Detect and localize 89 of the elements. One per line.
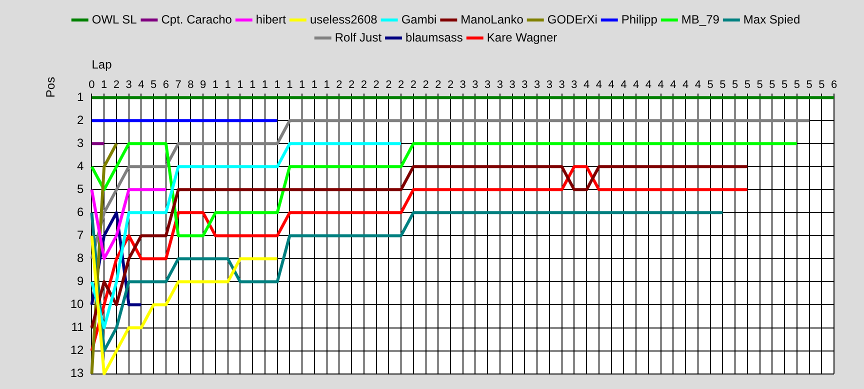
legend-label: ManoLanko — [460, 12, 524, 26]
x-tick-label: 2 — [113, 79, 120, 92]
x-tick-label: 1 — [250, 79, 256, 92]
x-tick-label: 5 — [150, 79, 157, 92]
x-tick-label: 1 — [237, 79, 244, 92]
x-tick-label: 3 — [534, 79, 540, 92]
x-tick-label: 1 — [311, 79, 318, 92]
y-tick-label: 7 — [77, 228, 84, 242]
x-tick-label: 4 — [584, 79, 590, 92]
x-tick-label: 2 — [447, 79, 454, 92]
legend-label: Max Spied — [743, 12, 800, 26]
x-tick-label: 6 — [830, 79, 838, 92]
x-tick-label: 3 — [546, 79, 553, 92]
y-tick-label: 12 — [70, 343, 84, 358]
x-tick-label: 5 — [744, 79, 750, 92]
x-tick-label: 4 — [608, 79, 614, 92]
y-tick-label: 1 — [77, 90, 84, 104]
x-tick-label: 4 — [682, 79, 689, 92]
x-tick-label: 2 — [435, 79, 442, 92]
y-axis-title: Pos — [44, 76, 58, 98]
x-tick-label: 3 — [126, 79, 132, 92]
legend-label: GODErXi — [547, 12, 598, 26]
x-tick-label: 2 — [398, 79, 404, 92]
x-tick-label: 2 — [360, 79, 367, 92]
x-tick-label: 5 — [707, 79, 714, 92]
x-tick-label: 4 — [138, 79, 144, 92]
y-tick-label: 6 — [77, 204, 84, 219]
x-tick-label: 8 — [188, 79, 194, 92]
x-tick-label: 1 — [101, 79, 108, 92]
x-tick-label: 2 — [386, 79, 392, 92]
legend-label: Rolf Just — [334, 30, 382, 44]
x-tick-label: 7 — [175, 79, 182, 92]
x-tick-label: 2 — [336, 79, 342, 92]
x-tick-label: 2 — [373, 79, 380, 92]
y-tick-label: 4 — [77, 158, 84, 173]
y-tick-label: 5 — [77, 182, 84, 196]
x-tick-label: 5 — [818, 79, 825, 92]
x-tick-label: 2 — [422, 79, 429, 92]
x-tick-label: 3 — [571, 79, 578, 92]
x-tick-label: 5 — [781, 79, 788, 92]
x-tick-label: 4 — [620, 79, 627, 92]
legend-label: Cpt. Caracho — [161, 12, 232, 26]
x-tick-label: 1 — [324, 79, 330, 92]
x-tick-label: 3 — [460, 79, 466, 92]
x-tick-label: 0 — [88, 79, 95, 92]
x-tick-label: 1 — [212, 79, 219, 92]
legend-label: useless2608 — [310, 12, 378, 26]
x-tick-label: 1 — [274, 79, 280, 92]
x-tick-label: 5 — [794, 79, 800, 92]
x-tick-label: 2 — [410, 79, 416, 92]
x-tick-label: 4 — [596, 79, 602, 92]
legend-label: MB_79 — [681, 12, 720, 26]
x-tick-label: 3 — [496, 79, 504, 92]
y-tick-label: 2 — [77, 112, 84, 127]
x-tick-label: 3 — [484, 79, 491, 92]
legend-label: Gambi — [401, 12, 437, 26]
x-tick-label: 6 — [162, 79, 170, 92]
x-tick-label: 2 — [348, 79, 355, 92]
y-tick-label: 8 — [77, 251, 84, 266]
x-tick-label: 1 — [298, 79, 306, 92]
x-tick-label: 5 — [720, 79, 726, 92]
y-tick-label: 3 — [77, 136, 84, 150]
x-tick-label: 4 — [633, 79, 640, 92]
x-tick-label: 3 — [522, 79, 528, 92]
x-tick-label: 1 — [286, 79, 293, 92]
x-tick-label: 4 — [670, 79, 676, 92]
legend-label: Kare Wagner — [486, 30, 558, 44]
x-tick-label: 5 — [732, 79, 738, 92]
x-tick-label: 4 — [694, 79, 701, 92]
legend-label: OWL SL — [92, 12, 138, 26]
y-tick-label: 13 — [70, 366, 84, 380]
x-tick-label: 9 — [200, 79, 206, 92]
y-tick-label: 9 — [77, 274, 84, 288]
legend-label: blaumsass — [406, 30, 463, 44]
x-tick-label: 1 — [224, 79, 231, 92]
x-tick-label: 5 — [806, 79, 812, 92]
x-tick-label: 1 — [262, 79, 268, 92]
x-axis-title: Lap — [92, 58, 112, 72]
x-tick-label: 3 — [472, 79, 478, 92]
legend-label: Philipp — [621, 12, 658, 26]
y-tick-label: 10 — [70, 297, 84, 312]
x-tick-label: 5 — [769, 79, 776, 92]
legend-label: hibert — [256, 12, 287, 26]
x-tick-label: 4 — [645, 79, 652, 92]
x-tick-label: 4 — [658, 79, 664, 92]
x-tick-label: 5 — [756, 79, 763, 92]
x-tick-label: 3 — [558, 79, 565, 92]
x-tick-label: 3 — [509, 79, 516, 92]
y-tick-label: 11 — [71, 320, 84, 334]
